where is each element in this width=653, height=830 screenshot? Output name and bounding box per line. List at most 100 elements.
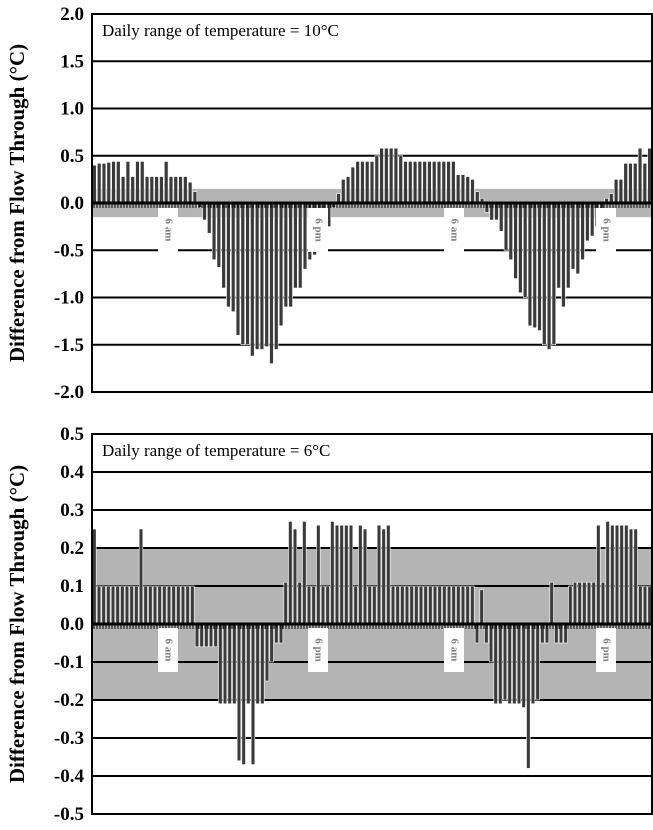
- bar: [140, 161, 145, 204]
- y-tick-label: 0.5: [60, 424, 84, 445]
- time-label-box: [596, 628, 616, 672]
- bar: [154, 176, 159, 204]
- bar: [488, 623, 494, 663]
- bar: [465, 585, 470, 625]
- bar: [493, 623, 498, 705]
- bar: [499, 202, 504, 232]
- bar: [178, 176, 183, 204]
- bar: [302, 202, 308, 270]
- bar: [157, 585, 162, 625]
- bar: [274, 202, 279, 350]
- bar: [633, 163, 638, 204]
- bar: [222, 623, 228, 705]
- y-tick-label: -0.1: [54, 652, 84, 673]
- time-label-box: [444, 208, 464, 252]
- time-label-box: [596, 208, 616, 252]
- bar: [414, 585, 419, 625]
- bar: [647, 585, 652, 625]
- bar: [246, 623, 251, 705]
- bar: [288, 202, 293, 308]
- bar: [260, 623, 265, 705]
- bar: [345, 176, 351, 204]
- bar: [288, 521, 293, 625]
- bar: [173, 176, 178, 204]
- y-tick-label: 0.3: [60, 500, 84, 521]
- bar: [409, 585, 414, 625]
- bar: [125, 161, 131, 204]
- y-tick-label: -0.5: [54, 240, 84, 261]
- bar: [202, 202, 207, 221]
- bar: [423, 585, 428, 625]
- bar: [235, 202, 241, 336]
- bar: [278, 202, 284, 327]
- bar: [532, 202, 537, 329]
- bar: [556, 202, 561, 289]
- bar: [638, 585, 643, 625]
- bar: [456, 585, 461, 625]
- bar: [388, 147, 394, 204]
- bar: [418, 585, 424, 625]
- bar: [298, 202, 303, 289]
- bar: [628, 163, 633, 204]
- bar: [269, 623, 274, 663]
- bar: [101, 163, 107, 204]
- bar: [341, 179, 346, 204]
- bar: [475, 191, 480, 204]
- chart-bottom: 0.5 0.4 0.3 0.2 0.1 0.0 -0.1 -0.2 -0.3 -0.4 -0.5 6 …: [5, 424, 653, 825]
- bar: [302, 521, 307, 625]
- y-tick-label: -1.0: [54, 288, 84, 309]
- y-axis-label: Difference from Flow Through (°C): [5, 465, 29, 783]
- y-tick-label: -2.0: [54, 382, 84, 403]
- bar: [236, 623, 242, 762]
- bar: [218, 623, 223, 705]
- time-label: 6 am: [448, 639, 460, 662]
- bar: [166, 585, 172, 625]
- chart-annotation: Daily range of temperature = 10°C: [102, 21, 339, 40]
- bar: [386, 524, 391, 625]
- bar: [442, 585, 447, 625]
- bar: [624, 524, 629, 625]
- bar: [381, 528, 386, 625]
- y-tick-label: 0.2: [60, 538, 84, 559]
- bar: [412, 161, 418, 204]
- bar: [138, 528, 144, 625]
- bar: [159, 176, 164, 204]
- bar: [180, 585, 186, 625]
- y-tick-label: -0.5: [54, 804, 84, 825]
- bar: [566, 202, 571, 289]
- time-label: 6 am: [448, 219, 460, 242]
- bar: [427, 161, 432, 204]
- time-label-box: [444, 628, 464, 672]
- bar: [446, 161, 451, 204]
- bar: [216, 202, 222, 268]
- bar: [334, 524, 340, 625]
- bar: [250, 623, 256, 765]
- bar: [575, 202, 581, 275]
- bar: [451, 161, 456, 204]
- bar: [437, 585, 442, 625]
- bar: [353, 585, 358, 625]
- y-tick-label: 1.5: [60, 51, 84, 72]
- bar: [642, 163, 648, 204]
- bar: [264, 202, 269, 347]
- bar: [152, 585, 158, 625]
- bar: [227, 623, 232, 705]
- y-tick-label: 0.1: [60, 576, 84, 597]
- y-axis-label: Difference from Flow Through (°C): [5, 44, 29, 362]
- bar: [390, 585, 396, 625]
- bar: [221, 202, 226, 289]
- bar: [568, 585, 573, 625]
- bar: [360, 161, 365, 204]
- bar: [508, 202, 513, 261]
- bar: [647, 147, 652, 204]
- bar: [369, 161, 375, 204]
- bar: [365, 161, 370, 204]
- bar: [162, 585, 167, 625]
- bar: [417, 161, 423, 204]
- bar: [451, 585, 456, 625]
- time-label-box: [158, 208, 178, 252]
- bar: [250, 202, 255, 357]
- y-tick-label: -0.2: [54, 690, 84, 711]
- bar: [264, 623, 270, 682]
- bar: [549, 581, 554, 625]
